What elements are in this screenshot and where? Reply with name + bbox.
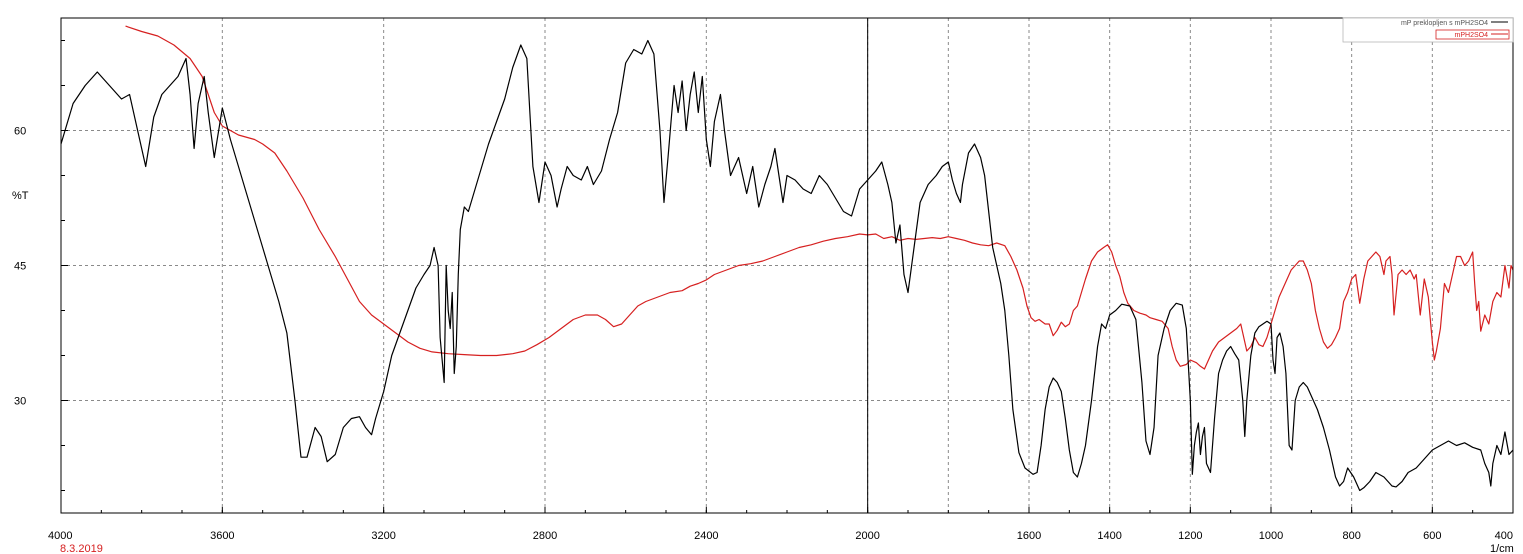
y-axis-label: %T	[12, 190, 29, 202]
series-layer	[60, 25, 1514, 492]
x-tick-label-1400: 1400	[1097, 530, 1121, 542]
legend-label-series-1: mP preklopljen s mPH2SO4	[1401, 20, 1488, 27]
x-tick-label-1000: 1000	[1259, 530, 1283, 542]
x-axis-unit: 1/cm	[1490, 543, 1514, 554]
x-tick-label-2400: 2400	[694, 530, 718, 542]
legend-selection-highlight	[1435, 29, 1510, 40]
axis-ticks: 30 45 60 4000 3600 3200 2800 2400 2000 1600 1400 12…	[14, 40, 1514, 542]
x-tick-label-3200: 3200	[371, 530, 395, 542]
series-line-2	[125, 25, 1514, 370]
x-tick-label-400: 400	[1495, 530, 1513, 542]
x-tick-label-2000: 2000	[855, 530, 879, 542]
x-tick-label-2800: 2800	[533, 530, 557, 542]
legend-label-series-2: mPH2SO4	[1455, 32, 1489, 39]
series-line-1	[60, 39, 1514, 492]
date-label: 8.3.2019	[60, 543, 103, 554]
x-tick-label-4000: 4000	[48, 530, 72, 542]
x-tick-label-1200: 1200	[1178, 530, 1202, 542]
legend[interactable]: mP preklopljen s mPH2SO4 mPH2SO4	[1342, 17, 1514, 43]
x-tick-label-1600: 1600	[1017, 530, 1041, 542]
x-tick-label-3600: 3600	[210, 530, 234, 542]
x-tick-label-800: 800	[1342, 530, 1360, 542]
y-tick-label-60: 60	[14, 126, 26, 138]
y-tick-label-30: 30	[14, 396, 26, 408]
x-tick-label-600: 600	[1423, 530, 1441, 542]
y-tick-label-45: 45	[14, 261, 26, 273]
